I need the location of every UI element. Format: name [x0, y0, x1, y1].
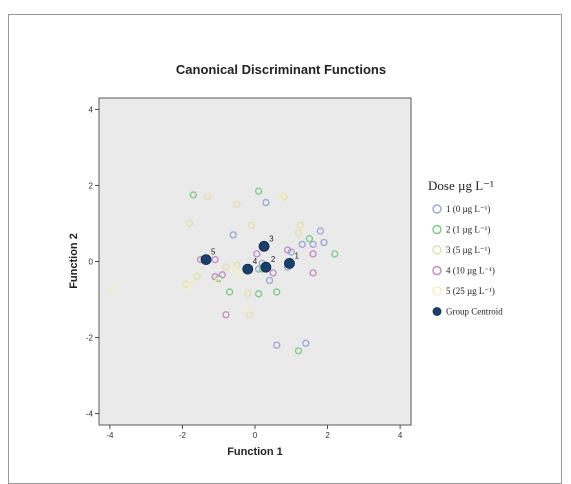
legend-marker-5: [432, 286, 442, 296]
x-tick-label: 4: [398, 431, 403, 440]
data-point: [302, 339, 310, 347]
y-axis-ticks: 4 2 0 -2 -4: [86, 105, 99, 419]
data-point: [244, 290, 252, 298]
data-point: [254, 187, 263, 195]
data-point: [287, 248, 295, 256]
data-point: [225, 288, 234, 296]
series-4: [196, 246, 317, 319]
group-centroid: [242, 263, 254, 275]
data-point: [276, 193, 285, 201]
series-2: [189, 187, 339, 355]
x-tick-label: 0: [253, 431, 258, 440]
x-tick-label: -2: [179, 431, 187, 440]
data-point: [193, 273, 201, 281]
data-point: [253, 250, 261, 258]
data-point: [262, 198, 270, 207]
y-tick-label: 2: [89, 181, 94, 190]
data-point: [233, 200, 241, 209]
legend-marker-1: [432, 204, 442, 214]
legend-label-centroid: Group Centroid: [446, 307, 503, 317]
chart-title: Canonical Discriminant Functions: [176, 62, 386, 77]
data-point: [244, 305, 252, 313]
data-point: [316, 227, 324, 235]
group-centroid: [258, 240, 270, 252]
data-point: [309, 250, 317, 258]
data-point: [254, 290, 263, 298]
data-point: [229, 265, 237, 273]
data-point: [247, 221, 256, 230]
x-axis-label: Function 1: [227, 446, 283, 458]
centroid-label: 2: [271, 255, 276, 264]
legend-marker-2: [432, 224, 442, 235]
y-axis-label: Function 2: [68, 233, 80, 289]
y-tick-label: 4: [89, 105, 94, 114]
data-point: [233, 261, 241, 269]
data-point: [222, 263, 230, 271]
data-point: [298, 240, 306, 249]
data-point: [222, 311, 230, 319]
data-point: [273, 341, 281, 349]
centroid-label: 4: [253, 257, 258, 266]
data-point: [294, 229, 303, 237]
data-point: [273, 288, 281, 296]
legend-label-5: 5 (25 µg L⁻¹): [446, 286, 495, 296]
data-point: [309, 269, 317, 277]
centroid-label: 3: [269, 234, 274, 243]
plot-area: [98, 97, 412, 426]
data-point: [189, 191, 197, 199]
group-centroids: 1 2 3 4 5: [200, 234, 299, 275]
legend-marker-centroid: [432, 307, 442, 316]
group-centroid: [200, 254, 212, 265]
legend-marker-4: [432, 265, 442, 276]
legend-title: Dose µg L⁻¹: [428, 178, 494, 193]
centroid-label: 5: [211, 248, 216, 257]
data-point: [218, 271, 226, 279]
y-tick-label: 0: [89, 258, 94, 267]
data-point: [294, 347, 303, 355]
group-centroid: [284, 258, 295, 269]
legend-label-3: 3 (5 µg L⁻¹): [446, 245, 490, 255]
legend-label-4: 4 (10 µg L⁻¹): [446, 266, 495, 276]
chart-svg: Canonical Discriminant Functions -4 -2 0 2 4…: [68, 62, 503, 458]
data-point: [235, 271, 243, 279]
data-point: [309, 240, 317, 249]
group-centroid: [260, 261, 272, 273]
series-5: [109, 193, 285, 313]
data-point: [186, 219, 194, 228]
data-point: [187, 278, 196, 287]
legend-label-1: 1 (0 µg L⁻¹): [446, 204, 490, 214]
y-tick-label: -2: [86, 334, 94, 343]
series-3: [182, 193, 304, 319]
data-point: [182, 284, 190, 292]
data-point: [204, 193, 212, 201]
data-point: [211, 255, 219, 264]
data-points: [109, 187, 339, 355]
centroid-label: 1: [294, 251, 299, 260]
y-tick-label: -4: [86, 410, 94, 419]
data-point: [305, 235, 314, 243]
data-point: [109, 286, 118, 294]
data-point: [229, 231, 237, 239]
x-tick-label: 2: [325, 431, 330, 440]
data-point: [265, 276, 274, 285]
data-point: [280, 193, 288, 201]
data-point: [296, 221, 304, 230]
data-point: [269, 269, 277, 277]
data-point: [331, 250, 339, 258]
data-point: [320, 238, 328, 247]
legend-items: 1 (0 µg L⁻¹) 2 (1 µg L⁻¹) 3 (5 µg L⁻¹) 4 (1…: [432, 204, 503, 317]
data-point: [215, 276, 223, 285]
legend: Dose µg L⁻¹ 1 (0 µg L⁻¹) 2 (1 µg L⁻¹) 3 (5…: [428, 178, 503, 317]
legend-marker-3: [432, 245, 442, 255]
data-point: [211, 273, 219, 281]
x-tick-label: -4: [106, 431, 114, 440]
x-axis-ticks: -4 -2 0 2 4: [106, 425, 403, 440]
legend-label-2: 2 (1 µg L⁻¹): [446, 225, 490, 235]
data-point: [284, 246, 292, 254]
